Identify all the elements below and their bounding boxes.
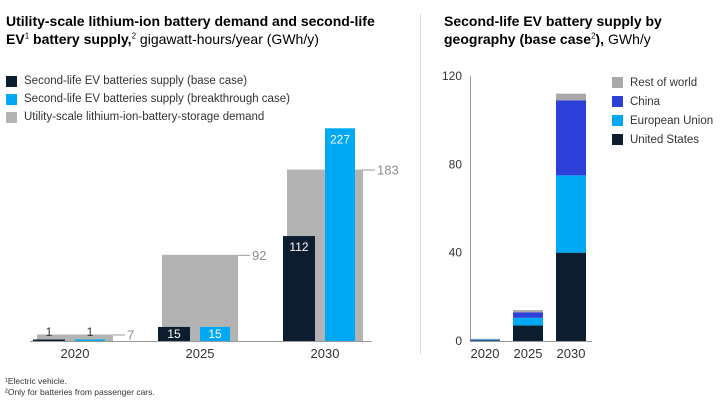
stack-rest-of-world-2030 [556,93,586,101]
demand-bar-2020 [37,334,113,341]
left-title-footnote-1: 1 [24,31,30,41]
legend-item-european-union: European Union [612,111,713,130]
legend-label-base-case: Second-life EV batteries supply (base ca… [24,75,248,87]
stack-european-union-2025 [513,317,543,326]
stack-european-union-2020 [470,339,500,341]
stack-china-2030 [556,100,586,176]
breakthrough-bar-2030 [325,128,355,341]
legend-swatch-united-states [612,134,623,145]
right-title-part-a: Second-life EV battery supply by [444,13,662,29]
stack-china-2025 [513,312,543,318]
breakthrough-bar-2025 [200,326,230,341]
legend-item-storage-demand: Utility-scale lithium-ion-battery-storag… [6,108,290,126]
stack-european-union-2030 [556,175,586,253]
legend-swatch-storage-demand [6,111,17,123]
legend-label-storage-demand: Utility-scale lithium-ion-battery-storag… [24,111,265,123]
right-chart-title: Second-life EV battery supply by geograp… [444,12,714,48]
legend-label-rest-of-world: Rest of world [630,76,698,89]
right-title-part-b: geography (base case [444,31,592,47]
stack-united-states-2030 [556,252,586,341]
demand-label-2020: 7 [127,327,134,342]
left-x-tick-2030: 2030 [311,346,340,361]
base-case-bar-2025 [158,326,190,341]
left-x-tick-2025: 2025 [186,346,215,361]
legend-swatch-china [612,96,623,107]
right-title-unit: GWh/y [604,31,651,47]
left-title-part-c: battery supply, [29,31,132,47]
base-case-bar-2020 [33,339,65,341]
right-title-footnote-2: 2 [591,31,596,41]
base-case-label-2030: 112 [289,240,308,254]
right-y-tick-40: 40 [449,246,463,260]
breakthrough-label-2030: 227 [330,132,350,146]
footnote-1: ¹Electric vehicle. [5,376,67,386]
stack-rest-of-world-2025 [513,310,543,313]
legend-swatch-breakthrough-case [6,93,17,105]
breakthrough-bar-2020 [75,339,105,341]
demand-label-2030: 183 [377,163,399,178]
breakthrough-label-2025: 15 [208,327,222,341]
legend-swatch-rest-of-world [612,77,623,88]
footnote-2: ²Only for batteries from passenger cars. [5,387,155,397]
base-case-bar-2030 [283,236,315,341]
left-chart-title: Utility-scale lithium-ion battery demand… [6,12,416,48]
right-x-tick-2025: 2025 [514,346,543,361]
base-case-label-2020: 1 [46,325,53,339]
right-y-tick-80: 80 [449,157,463,171]
stack-united-states-2020 [470,340,500,341]
legend-label-european-union: European Union [630,114,714,127]
breakthrough-label-2020: 1 [87,325,94,339]
left-legend: Second-life EV batteries supply (base ca… [6,72,290,126]
legend-item-base-case: Second-life EV batteries supply (base ca… [6,72,290,90]
panel-divider [420,14,421,354]
legend-label-united-states: United States [630,133,700,146]
right-title-part-c: ), [595,31,605,47]
right-y-tick-120: 120 [442,69,462,83]
right-y-tick-0: 0 [455,334,462,348]
stack-united-states-2025 [513,325,543,341]
legend-item-united-states: United States [612,130,713,149]
base-case-label-2025: 15 [167,327,181,341]
legend-label-breakthrough-case: Second-life EV batteries supply (breakth… [24,93,290,105]
legend-swatch-european-union [612,115,623,126]
demand-label-2025: 92 [252,248,266,263]
legend-label-china: China [630,95,661,108]
left-x-tick-2020: 2020 [61,346,90,361]
right-legend: Rest of world China European Union Unite… [612,73,713,149]
legend-swatch-base-case [6,75,17,87]
left-title-part-b: EV [6,31,25,47]
left-title-part-a: Utility-scale lithium-ion battery demand… [6,13,375,29]
legend-item-rest-of-world: Rest of world [612,73,713,92]
left-title-unit: gigawatt-hours/year (GWh/y) [136,31,319,47]
legend-item-breakthrough-case: Second-life EV batteries supply (breakth… [6,90,290,108]
footnotes: ¹Electric vehicle. ²Only for batteries f… [5,376,155,398]
right-x-tick-2030: 2030 [557,346,586,361]
legend-item-china: China [612,92,713,111]
right-x-tick-2020: 2020 [471,346,500,361]
demand-bar-2025 [162,254,238,341]
left-title-footnote-2: 2 [131,31,137,41]
